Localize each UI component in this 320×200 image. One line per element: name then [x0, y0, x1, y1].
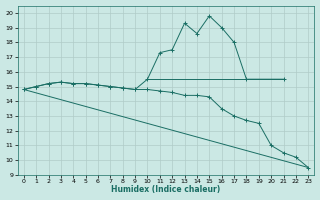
X-axis label: Humidex (Indice chaleur): Humidex (Indice chaleur): [111, 185, 221, 194]
